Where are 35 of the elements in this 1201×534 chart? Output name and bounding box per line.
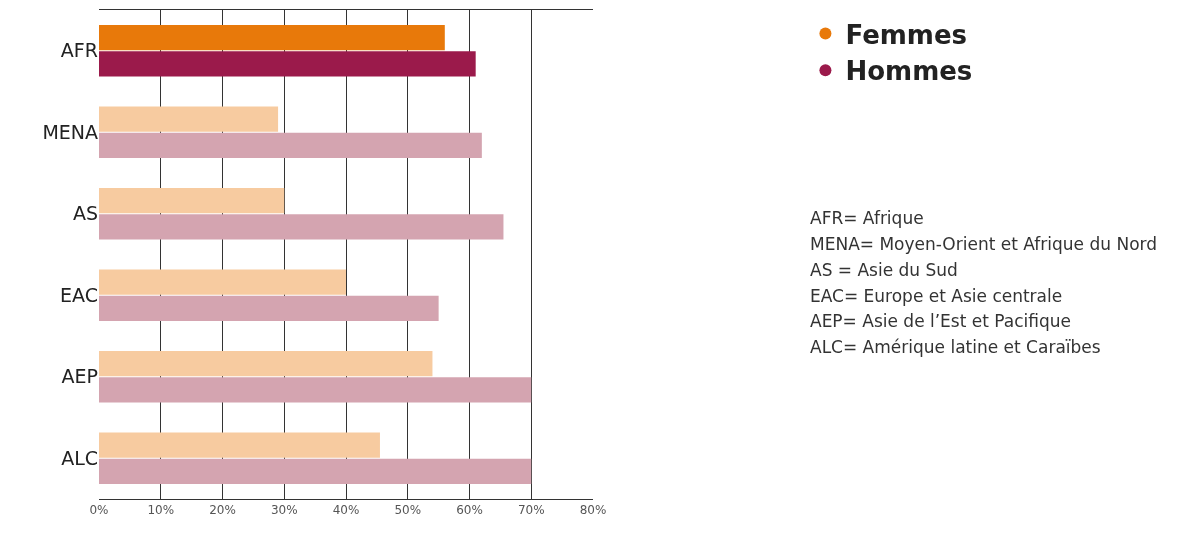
- bar: [99, 25, 445, 51]
- x-tick-label: 40%: [332, 503, 360, 518]
- x-tick-label: 80%: [579, 503, 607, 518]
- x-tick-label: 10%: [147, 503, 175, 518]
- y-tick-label: AEP: [61, 365, 98, 388]
- y-tick-label: EAC: [60, 283, 98, 306]
- y-tick-label: MENA: [42, 120, 98, 143]
- legend-label: Femmes: [845, 19, 968, 50]
- legend-label: Hommes: [845, 56, 973, 87]
- bar: [99, 351, 433, 377]
- bar: [99, 51, 476, 77]
- x-tick-label: 30%: [270, 503, 298, 518]
- bar: [99, 214, 504, 240]
- bar: [99, 188, 285, 214]
- x-tick-label: 0%: [89, 503, 109, 518]
- x-tick-label: 20%: [209, 503, 236, 518]
- y-tick-label: AS: [72, 202, 98, 225]
- text: AFR= Afrique: [810, 208, 924, 228]
- y-tick-label: ALC: [61, 446, 98, 469]
- y-tick-label: AFR: [60, 39, 98, 62]
- bar: [99, 106, 279, 132]
- bar: [99, 432, 380, 458]
- bar: [99, 269, 346, 295]
- text: AS = Asie du Sud: [810, 260, 958, 280]
- bar: [99, 458, 532, 484]
- bar: [99, 295, 439, 321]
- bar: [99, 377, 532, 403]
- x-tick-label: 60%: [456, 503, 483, 518]
- text: MENA= Moyen-Orient et Afrique du Nord: [810, 234, 1158, 254]
- x-tick-label: 70%: [517, 503, 545, 518]
- bar: [99, 132, 482, 158]
- text: EAC= Europe et Asie centrale: [810, 286, 1063, 306]
- text: AEP= Asie de l’Est et Pacifique: [810, 311, 1072, 331]
- text: ALC= Amérique latine et Caraïbes: [810, 337, 1101, 357]
- x-tick-label: 50%: [394, 503, 422, 518]
